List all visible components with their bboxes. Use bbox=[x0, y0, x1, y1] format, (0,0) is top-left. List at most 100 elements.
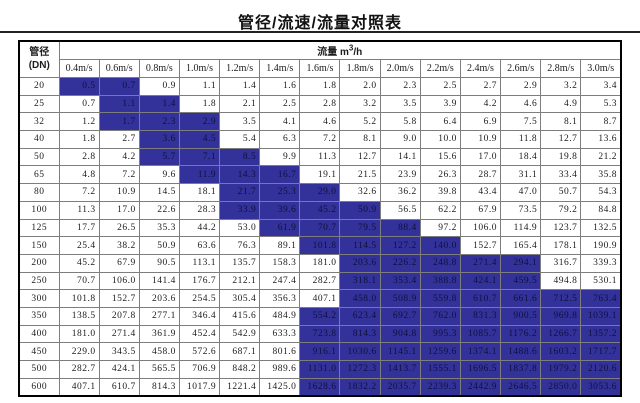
flow-value-cell-highlighted: 14.3 bbox=[219, 165, 261, 185]
flow-value-cell-highlighted: 458.0 bbox=[339, 289, 381, 308]
flow-value-cell: 21.2 bbox=[580, 147, 622, 167]
flow-value-cell-highlighted: 2646.5 bbox=[500, 377, 542, 397]
dn-cell: 40 bbox=[18, 130, 60, 149]
velocity-header-0.6m/s: 0.6m/s bbox=[98, 59, 140, 78]
flow-value-cell: 458.0 bbox=[138, 342, 180, 361]
velocity-header-1.8m/s: 1.8m/s bbox=[339, 59, 381, 78]
table-row-dn-125: 125 17.7 26.5 35.3 44.2 53.0 61.9 70.7 79.5 88.4 9… bbox=[18, 218, 622, 238]
flow-value-cell: 6.3 bbox=[259, 130, 301, 149]
flow-value-cell-highlighted: 2239.3 bbox=[419, 377, 461, 397]
flow-value-cell: 6.9 bbox=[459, 112, 502, 132]
flow-value-cell: 2.9 bbox=[500, 77, 542, 96]
flow-value-cell: 106.0 bbox=[98, 271, 140, 291]
flow-value-cell: 10.0 bbox=[419, 130, 461, 149]
flow-value-cell: 44.2 bbox=[178, 218, 221, 238]
flow-value-cell: 3.5 bbox=[379, 94, 421, 114]
flow-value-cell-highlighted: 1030.6 bbox=[339, 342, 381, 361]
flow-value-cell-highlighted: 16.7 bbox=[259, 165, 301, 185]
flow-value-cell-highlighted: 969.8 bbox=[540, 306, 582, 326]
table-row-dn-500: 500 282.7 424.1 565.5 706.9 848.2 989.6 1131.0 1… bbox=[18, 360, 622, 379]
velocity-header-0.4m/s: 0.4m/s bbox=[58, 59, 100, 78]
table-row-dn-25: 25 0.7 1.1 1.4 1.8 2.1 2.5 2.8 3.2 3.5 3.9 4.2 4.6 4.… bbox=[18, 94, 622, 114]
flow-value-cell-highlighted: 508.9 bbox=[379, 289, 421, 308]
flow-value-cell: 13.6 bbox=[580, 130, 622, 149]
flow-value-cell: 271.4 bbox=[98, 324, 140, 344]
dn-cell: 100 bbox=[18, 200, 60, 220]
flow-value-cell-highlighted: 318.1 bbox=[339, 271, 381, 291]
velocity-header-2.2m/s: 2.2m/s bbox=[419, 59, 461, 78]
flow-value-cell: 4.9 bbox=[540, 94, 582, 114]
flow-value-cell: 7.2 bbox=[58, 183, 100, 202]
flow-value-cell: 123.7 bbox=[540, 218, 582, 238]
flow-value-cell-highlighted: 1717.7 bbox=[580, 342, 622, 361]
flow-value-cell-highlighted: 1.7 bbox=[98, 112, 140, 132]
flow-value-cell-highlighted: 1413.7 bbox=[379, 360, 421, 379]
flow-value-cell-highlighted: 712.5 bbox=[540, 289, 582, 308]
flow-value-cell: 542.9 bbox=[219, 324, 261, 344]
flow-value-cell: 22.6 bbox=[138, 200, 180, 220]
dn-cell: 125 bbox=[18, 218, 60, 238]
flow-value-cell: 19.8 bbox=[540, 147, 582, 167]
flow-value-cell: 346.4 bbox=[178, 306, 221, 326]
dn-cell: 150 bbox=[18, 236, 60, 255]
flow-unit-suffix: /h bbox=[353, 47, 363, 58]
flow-value-cell: 18.1 bbox=[178, 183, 221, 202]
flow-value-cell: 3.4 bbox=[580, 77, 622, 96]
flow-value-cell: 229.0 bbox=[58, 342, 100, 361]
flow-value-cell: 633.3 bbox=[259, 324, 301, 344]
velocity-header-1.6m/s: 1.6m/s bbox=[299, 59, 341, 78]
flow-value-cell: 43.4 bbox=[459, 183, 502, 202]
flow-value-cell: 113.1 bbox=[178, 253, 221, 273]
flow-value-cell: 572.6 bbox=[178, 342, 221, 361]
flow-value-cell-highlighted: 1.1 bbox=[98, 94, 140, 114]
flow-value-cell: 31.1 bbox=[500, 165, 542, 185]
flow-value-cell-highlighted: 39.6 bbox=[259, 200, 301, 220]
flow-value-cell: 7.2 bbox=[299, 130, 341, 149]
flow-value-cell: 50.7 bbox=[540, 183, 582, 202]
flow-value-cell: 158.3 bbox=[259, 253, 301, 273]
flow-value-cell-highlighted: 7.1 bbox=[178, 147, 221, 167]
flow-value-cell-highlighted: 101.8 bbox=[299, 236, 341, 255]
flow-value-cell-highlighted: 140.0 bbox=[419, 236, 461, 255]
flow-value-cell-highlighted: 1085.7 bbox=[459, 324, 502, 344]
flow-value-cell: 32.6 bbox=[339, 183, 381, 202]
flow-value-cell: 1425.0 bbox=[259, 377, 301, 397]
flow-value-cell: 424.1 bbox=[98, 360, 140, 379]
flow-value-cell-highlighted: 2442.9 bbox=[459, 377, 502, 397]
flow-value-cell: 178.1 bbox=[540, 236, 582, 255]
flow-value-cell: 5.2 bbox=[339, 112, 381, 132]
flow-value-cell: 14.1 bbox=[379, 147, 421, 167]
flow-value-cell: 1.8 bbox=[58, 130, 100, 149]
flow-value-cell: 6.4 bbox=[419, 112, 461, 132]
flow-value-cell-highlighted: 0.5 bbox=[58, 77, 100, 96]
flow-value-cell-highlighted: 1145.1 bbox=[379, 342, 421, 361]
flow-value-cell: 2.7 bbox=[98, 130, 140, 149]
velocity-header-1.2m/s: 1.2m/s bbox=[219, 59, 261, 78]
flow-value-cell-highlighted: 271.4 bbox=[459, 253, 502, 273]
flow-value-cell-highlighted: 248.8 bbox=[419, 253, 461, 273]
flow-value-cell: 2.5 bbox=[259, 94, 301, 114]
flow-value-cell: 1.2 bbox=[58, 112, 100, 132]
velocity-header-2.0m/s: 2.0m/s bbox=[379, 59, 421, 78]
table-row-dn-250: 250 70.7 106.0 141.4 176.7 212.1 247.4 282.7 318… bbox=[18, 271, 622, 291]
flow-value-cell: 8.7 bbox=[580, 112, 622, 132]
flow-value-cell-highlighted: 127.2 bbox=[379, 236, 421, 255]
flow-value-cell-highlighted: 203.6 bbox=[339, 253, 381, 273]
flow-value-cell: 76.3 bbox=[219, 236, 261, 255]
flow-value-cell: 79.2 bbox=[540, 200, 582, 220]
flow-value-cell: 181.0 bbox=[58, 324, 100, 344]
flow-value-cell: 70.7 bbox=[58, 271, 100, 291]
flow-value-cell-highlighted: 762.0 bbox=[419, 306, 461, 326]
flow-value-cell: 356.3 bbox=[259, 289, 301, 308]
flow-value-cell: 45.2 bbox=[58, 253, 100, 273]
flow-value-cell-highlighted: 5.7 bbox=[138, 147, 180, 167]
flow-value-cell-highlighted: 79.5 bbox=[339, 218, 381, 238]
flow-value-cell: 114.9 bbox=[500, 218, 542, 238]
flow-value-cell: 282.7 bbox=[299, 271, 341, 291]
flow-value-cell: 11.3 bbox=[299, 147, 341, 167]
flow-value-cell: 135.7 bbox=[219, 253, 261, 273]
flow-value-cell-highlighted: 2120.6 bbox=[580, 360, 622, 379]
flow-value-cell: 814.3 bbox=[138, 377, 180, 397]
flow-value-cell: 1017.9 bbox=[178, 377, 221, 397]
flow-value-cell: 2.5 bbox=[419, 77, 461, 96]
